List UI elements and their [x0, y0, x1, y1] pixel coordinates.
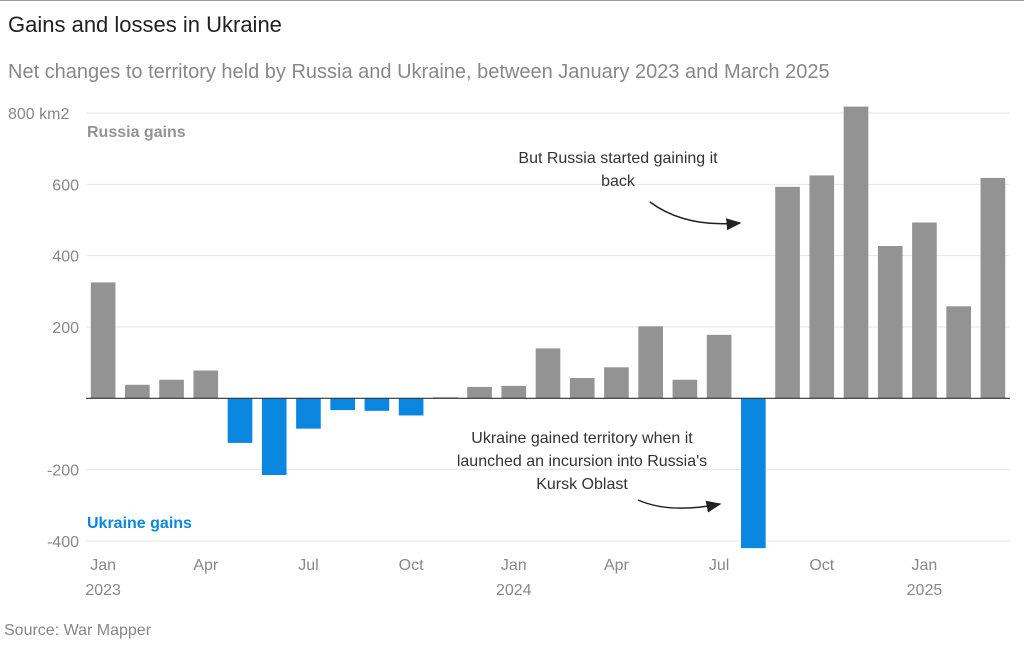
y-tick-label: 600: [52, 177, 79, 194]
bar-2023-01: [90, 282, 116, 399]
x-tick-year-label: 2024: [496, 582, 532, 599]
annotation-russia-line-1: But Russia started gaining it: [518, 150, 718, 167]
bar-2024-09: [775, 186, 800, 399]
bar-2024-06: [672, 379, 698, 399]
x-tick-label: Jul: [298, 557, 318, 574]
x-axis-ticks: Jan 2023 Apr Jul Oct Jan 2024 Apr Jul Oct Jan 2025: [85, 557, 942, 599]
x-tick-year-label: 2023: [85, 582, 121, 599]
bar-2023-04: [193, 370, 219, 399]
bar-2023-02: [125, 384, 150, 399]
bar-2024-03: [569, 378, 595, 399]
bar-2025-02: [946, 306, 971, 399]
bar-2024-10: [809, 175, 835, 399]
chart-title: Gains and losses in Ukraine: [8, 12, 282, 37]
chart-subtitle: Net changes to territory held by Russia …: [8, 61, 830, 83]
bar-2023-12: [467, 386, 492, 399]
legend-ukraine-gains: Ukraine gains: [87, 515, 192, 532]
bar-2025-01: [912, 222, 937, 399]
x-tick-label: Jan: [90, 557, 116, 574]
y-tick-label: -400: [47, 534, 79, 551]
x-tick-label: Oct: [809, 557, 834, 574]
source-note: Source: War Mapper: [4, 622, 152, 639]
y-tick-label: -200: [47, 463, 79, 480]
bar-2024-12: [877, 246, 903, 399]
bar-2024-07: [706, 334, 732, 399]
bar-2024-02: [535, 348, 561, 399]
bar-2025-03: [980, 177, 1006, 399]
bar-2023-07: [296, 398, 321, 429]
bar-2024-11: [843, 106, 869, 399]
annotation-ukraine: Ukraine gained territory when it launche…: [457, 430, 722, 513]
x-tick-label: Jan: [912, 557, 938, 574]
bar-2023-05: [227, 398, 253, 443]
bar-2023-06: [261, 398, 287, 476]
annotation-ukraine-arrow: [637, 499, 722, 513]
y-tick-label: 400: [52, 249, 79, 266]
x-tick-year-label: 2025: [907, 582, 943, 599]
bar-2024-04: [604, 367, 629, 399]
bar-2024-05: [638, 326, 663, 399]
annotation-russia: But Russia started gaining it back: [518, 150, 742, 231]
x-tick-label: Oct: [399, 557, 424, 574]
y-axis-ticks: 800 km2 600 400 200 -200 -400: [8, 106, 79, 551]
bars: [90, 106, 1006, 549]
bar-2023-10: [398, 398, 424, 416]
y-tick-label: 200: [52, 320, 79, 337]
bar-2024-08: [741, 398, 766, 549]
bar-2024-01: [501, 385, 527, 399]
annotation-russia-arrow: [649, 201, 742, 231]
bar-2023-09: [364, 398, 390, 411]
annotation-russia-line-2: back: [601, 173, 636, 190]
annotation-ukraine-line-2: launched an incursion into Russia's: [457, 453, 707, 470]
x-tick-label: Apr: [193, 557, 219, 574]
annotation-ukraine-line-3: Kursk Oblast: [536, 476, 628, 493]
x-tick-label: Jul: [709, 557, 729, 574]
x-tick-label: Apr: [604, 557, 630, 574]
bar-2023-03: [159, 379, 184, 399]
bar-2023-08: [330, 398, 355, 411]
annotation-ukraine-line-1: Ukraine gained territory when it: [471, 430, 693, 447]
y-tick-label: 800 km2: [8, 106, 69, 123]
legend-russia-gains: Russia gains: [87, 124, 186, 141]
top-rule: [0, 0, 1024, 1]
x-tick-label: Jan: [501, 557, 527, 574]
